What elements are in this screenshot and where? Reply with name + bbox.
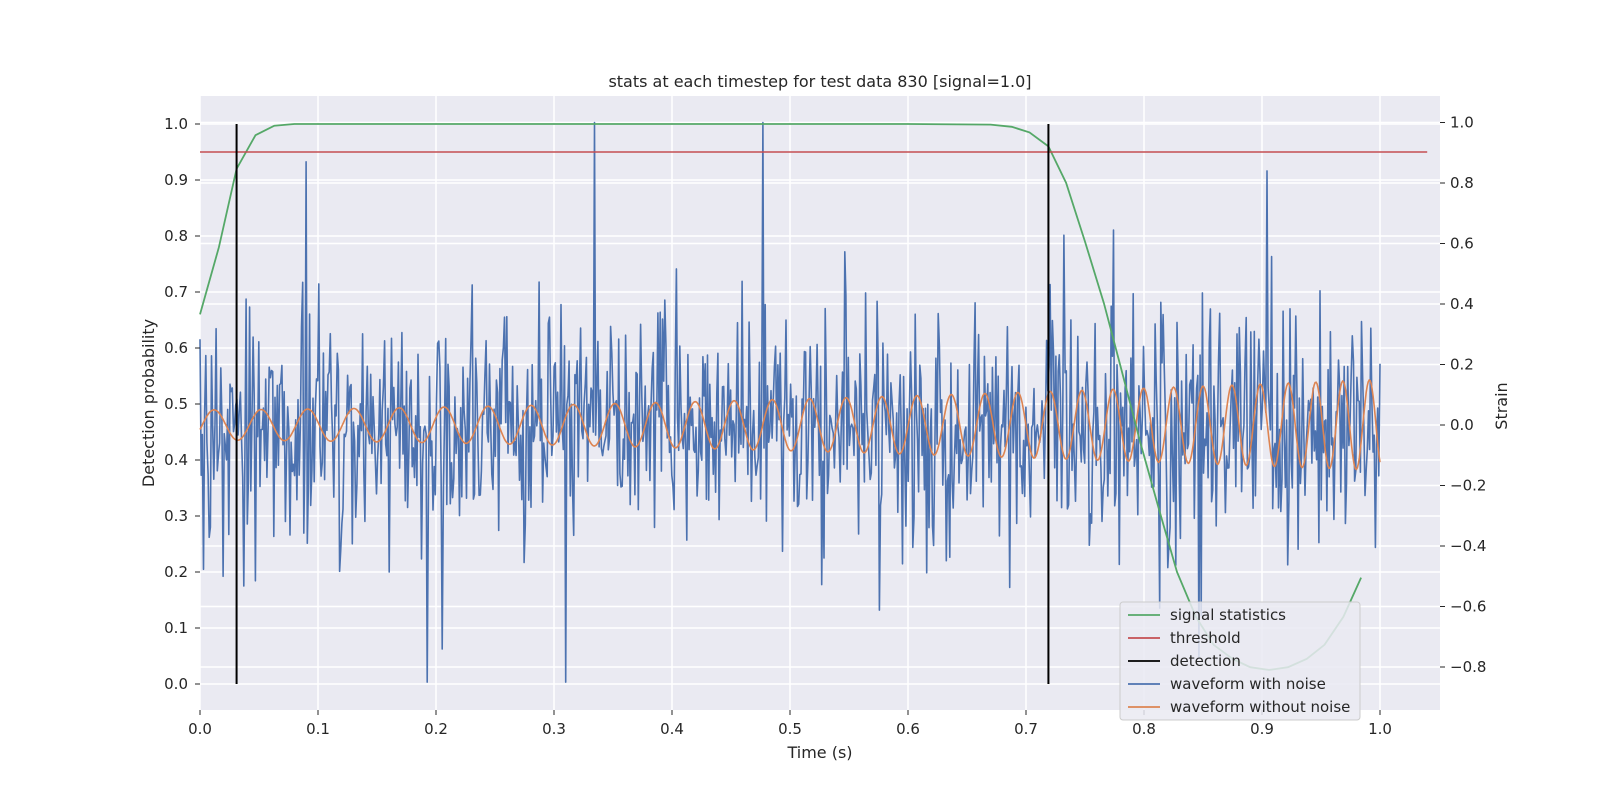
series-line-waveform-without-noise bbox=[199, 378, 1381, 471]
y-tick-label-right: 0.6 bbox=[1450, 235, 1474, 253]
axes-ticks: 0.0 0.1 0.2 0.3 0.4 0.5 0.6 0.7 0.8 0.9 1.0 0.0 0.1 0… bbox=[164, 114, 1486, 739]
y-tick-label-left: 0.3 bbox=[164, 507, 188, 525]
y-tick-label-right: 0.2 bbox=[1450, 356, 1474, 374]
x-tick-label: 0.1 bbox=[306, 720, 330, 738]
x-tick-label: 1.0 bbox=[1368, 720, 1392, 738]
x-tick-label: 0.5 bbox=[778, 720, 802, 738]
x-tick-label: 0.8 bbox=[1132, 720, 1156, 738]
legend-label-detection: detection bbox=[1170, 652, 1241, 670]
y-axis-label-right: Strain bbox=[1492, 382, 1511, 429]
legend-label-signal-statistics: signal statistics bbox=[1170, 606, 1286, 624]
x-axis-label: Time (s) bbox=[786, 743, 852, 762]
y-tick-label-left: 0.4 bbox=[164, 451, 188, 469]
y-tick-label-right: −0.2 bbox=[1450, 477, 1486, 495]
chart-title: stats at each timestep for test data 830… bbox=[608, 72, 1031, 91]
y-tick-label-right: 1.0 bbox=[1450, 114, 1474, 132]
y-tick-label-right: −0.6 bbox=[1450, 598, 1486, 616]
y-tick-label-left: 0.2 bbox=[164, 563, 188, 581]
y-tick-label-left: 1.0 bbox=[164, 115, 188, 133]
y-tick-label-right: −0.8 bbox=[1450, 658, 1486, 676]
y-tick-label-right: 0.0 bbox=[1450, 416, 1474, 434]
y-tick-label-left: 0.9 bbox=[164, 171, 188, 189]
y-tick-label-left: 0.6 bbox=[164, 339, 188, 357]
x-tick-label: 0.9 bbox=[1250, 720, 1274, 738]
y-tick-label-left: 0.0 bbox=[164, 675, 188, 693]
y-tick-label-right: 0.4 bbox=[1450, 295, 1474, 313]
legend-label-waveform-without-noise: waveform without noise bbox=[1170, 698, 1350, 716]
x-tick-label: 0.7 bbox=[1014, 720, 1038, 738]
x-tick-label: 0.6 bbox=[896, 720, 920, 738]
y-axis-label-left: Detection probability bbox=[139, 319, 158, 487]
x-tick-label: 0.2 bbox=[424, 720, 448, 738]
y-tick-label-left: 0.8 bbox=[164, 227, 188, 245]
x-tick-label: 0.0 bbox=[188, 720, 212, 738]
x-tick-label: 0.4 bbox=[660, 720, 684, 738]
x-tick-label: 0.3 bbox=[542, 720, 566, 738]
legend-label-waveform-with-noise: waveform with noise bbox=[1170, 675, 1326, 693]
y-tick-label-right: −0.4 bbox=[1450, 537, 1486, 555]
y-tick-label-left: 0.1 bbox=[164, 619, 188, 637]
y-tick-label-left: 0.5 bbox=[164, 395, 188, 413]
y-tick-label-left: 0.7 bbox=[164, 283, 188, 301]
legend-label-threshold: threshold bbox=[1170, 629, 1241, 647]
legend-box bbox=[1119, 601, 1361, 721]
y-tick-label-right: 0.8 bbox=[1450, 174, 1474, 192]
legend: signal statistics threshold detection wa… bbox=[1119, 601, 1361, 721]
